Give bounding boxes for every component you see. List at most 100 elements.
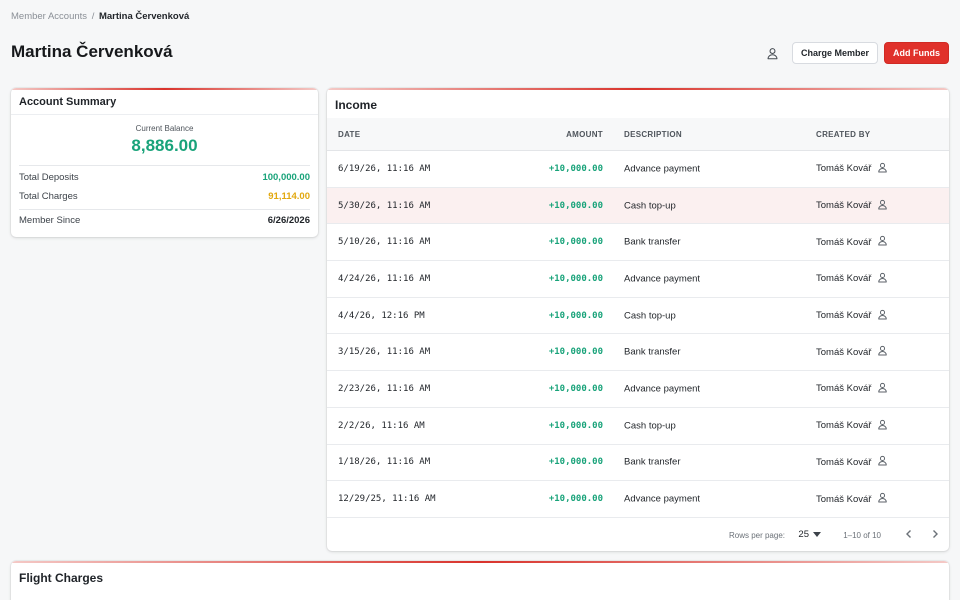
divider [11,114,318,115]
row-amount: +10,000.00 [548,310,603,321]
user-icon[interactable] [877,455,888,469]
card-accent-bar [11,88,318,90]
row-date: 6/19/26, 11:16 AM [338,163,431,174]
table-header: DATE AMOUNT DESCRIPTION CREATED BY [327,118,949,151]
account-summary-title: Account Summary [19,96,117,108]
created-by-name: Tomáš Kovář [816,346,872,358]
breadcrumb-separator: / [91,11,95,22]
user-icon[interactable] [877,199,888,213]
user-icon[interactable] [877,382,888,396]
row-created-by: Tomáš Kovář [816,235,888,249]
user-icon[interactable] [877,272,888,286]
breadcrumb-current: Martina Červenková [98,11,190,22]
user-icon[interactable] [877,345,888,359]
card-accent-bar [11,561,949,563]
created-by-name: Tomáš Kovář [816,236,872,248]
created-by-name: Tomáš Kovář [816,456,872,468]
pagination-range: 1–10 of 10 [843,531,881,540]
row-date: 12/29/25, 11:16 AM [338,494,436,505]
total-deposits-row: Total Deposits 100,000.00 [19,172,310,183]
user-icon[interactable] [877,162,888,176]
column-header-description[interactable]: DESCRIPTION [624,130,682,139]
row-created-by: Tomáš Kovář [816,272,888,286]
table-row[interactable]: 12/29/25, 11:16 AM +10,000.00 Advance paym… [327,481,949,518]
column-header-amount[interactable]: AMOUNT [566,130,603,139]
table-row[interactable]: 4/4/26, 12:16 PM +10,000.00 Cash top-up Tom… [327,298,949,335]
row-amount: +10,000.00 [548,457,603,468]
card-accent-bar [327,88,949,90]
row-created-by: Tomáš Kovář [816,162,888,176]
row-date: 5/10/26, 11:16 AM [338,237,431,248]
row-date: 2/23/26, 11:16 AM [338,383,431,394]
member-since-label: Member Since [19,215,81,226]
header-actions: Charge Member Add Funds [760,42,949,64]
current-balance-label: Current Balance [135,124,194,133]
table-row[interactable]: 5/10/26, 11:16 AM +10,000.00 Bank transfer… [327,224,949,262]
table-row[interactable]: 4/24/26, 11:16 AM +10,000.00 Advance payme… [327,261,949,298]
created-by-name: Tomáš Kovář [816,310,872,322]
column-header-created-by[interactable]: CREATED BY [816,130,871,139]
created-by-name: Tomáš Kovář [816,163,872,175]
charge-member-button[interactable]: Charge Member [791,42,878,64]
user-icon[interactable] [877,235,888,249]
pagination: Rows per page: 25 1–10 of 10 [327,519,949,551]
table-row[interactable]: 6/19/26, 11:16 AM +10,000.00 Advance payme… [327,151,949,188]
user-icon[interactable] [877,309,888,323]
row-date: 4/4/26, 12:16 PM [338,310,425,321]
current-balance-value: 8,886.00 [131,136,198,155]
row-created-by: Tomáš Kovář [816,455,888,469]
row-created-by: Tomáš Kovář [816,492,888,506]
total-deposits-label: Total Deposits [19,172,79,183]
created-by-name: Tomáš Kovář [816,493,872,505]
user-icon[interactable] [877,419,888,433]
row-description: Advance payment [624,383,701,395]
row-date: 5/30/26, 11:16 AM [338,200,431,211]
income-card: Income DATE AMOUNT DESCRIPTION CREATED B… [327,88,949,551]
row-description: Advance payment [624,493,701,505]
rows-per-page-value: 25 [798,529,809,540]
row-amount: +10,000.00 [548,163,603,174]
row-created-by: Tomáš Kovář [816,382,888,396]
row-description: Cash top-up [624,200,676,212]
row-description: Advance payment [624,273,701,285]
previous-page-button[interactable] [903,528,915,542]
row-amount: +10,000.00 [548,200,603,211]
created-by-name: Tomáš Kovář [816,273,872,285]
total-charges-label: Total Charges [19,191,78,202]
table-body: 6/19/26, 11:16 AM +10,000.00 Advance payme… [327,151,949,518]
row-date: 1/18/26, 11:16 AM [338,457,431,468]
add-funds-button[interactable]: Add Funds [884,42,949,64]
row-amount: +10,000.00 [548,347,603,358]
row-created-by: Tomáš Kovář [816,309,888,323]
column-header-date[interactable]: DATE [338,130,361,139]
table-row[interactable]: 1/18/26, 11:16 AM +10,000.00 Bank transfer… [327,445,949,482]
user-icon[interactable] [877,492,888,506]
row-date: 4/24/26, 11:16 AM [338,273,431,284]
page-title: Martina Červenková [11,42,173,61]
user-icon [767,47,778,59]
row-amount: +10,000.00 [548,420,603,431]
row-description: Cash top-up [624,420,676,432]
table-row[interactable]: 2/2/26, 11:16 AM +10,000.00 Cash top-up Tom… [327,408,949,445]
row-amount: +10,000.00 [548,237,603,248]
rows-per-page-select[interactable]: 25 [798,529,821,540]
row-amount: +10,000.00 [548,273,603,284]
row-created-by: Tomáš Kovář [816,199,888,213]
row-description: Bank transfer [624,236,681,248]
breadcrumb-parent-link[interactable]: Member Accounts [11,11,88,22]
row-description: Cash top-up [624,310,676,322]
row-amount: +10,000.00 [548,383,603,394]
created-by-name: Tomáš Kovář [816,200,872,212]
next-page-button[interactable] [929,528,941,542]
table-row[interactable]: 3/15/26, 11:16 AM +10,000.00 Bank transfer… [327,334,949,372]
flight-charges-title: Flight Charges [19,571,104,585]
table-row[interactable]: 2/23/26, 11:16 AM +10,000.00 Advance payme… [327,371,949,408]
flight-charges-card: Flight Charges [11,561,949,600]
table-row[interactable]: 5/30/26, 11:16 AM +10,000.00 Cash top-up To… [327,187,949,225]
member-since-row: Member Since 6/26/2026 [19,215,310,226]
member-profile-button[interactable] [760,42,786,64]
row-created-by: Tomáš Kovář [816,345,888,359]
row-description: Bank transfer [624,346,681,358]
breadcrumb: Member Accounts / Martina Červenková [11,11,189,22]
chevron-right-icon [933,530,938,538]
